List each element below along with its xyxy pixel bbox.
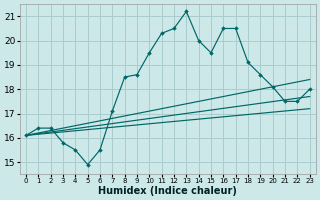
X-axis label: Humidex (Indice chaleur): Humidex (Indice chaleur) <box>98 186 237 196</box>
